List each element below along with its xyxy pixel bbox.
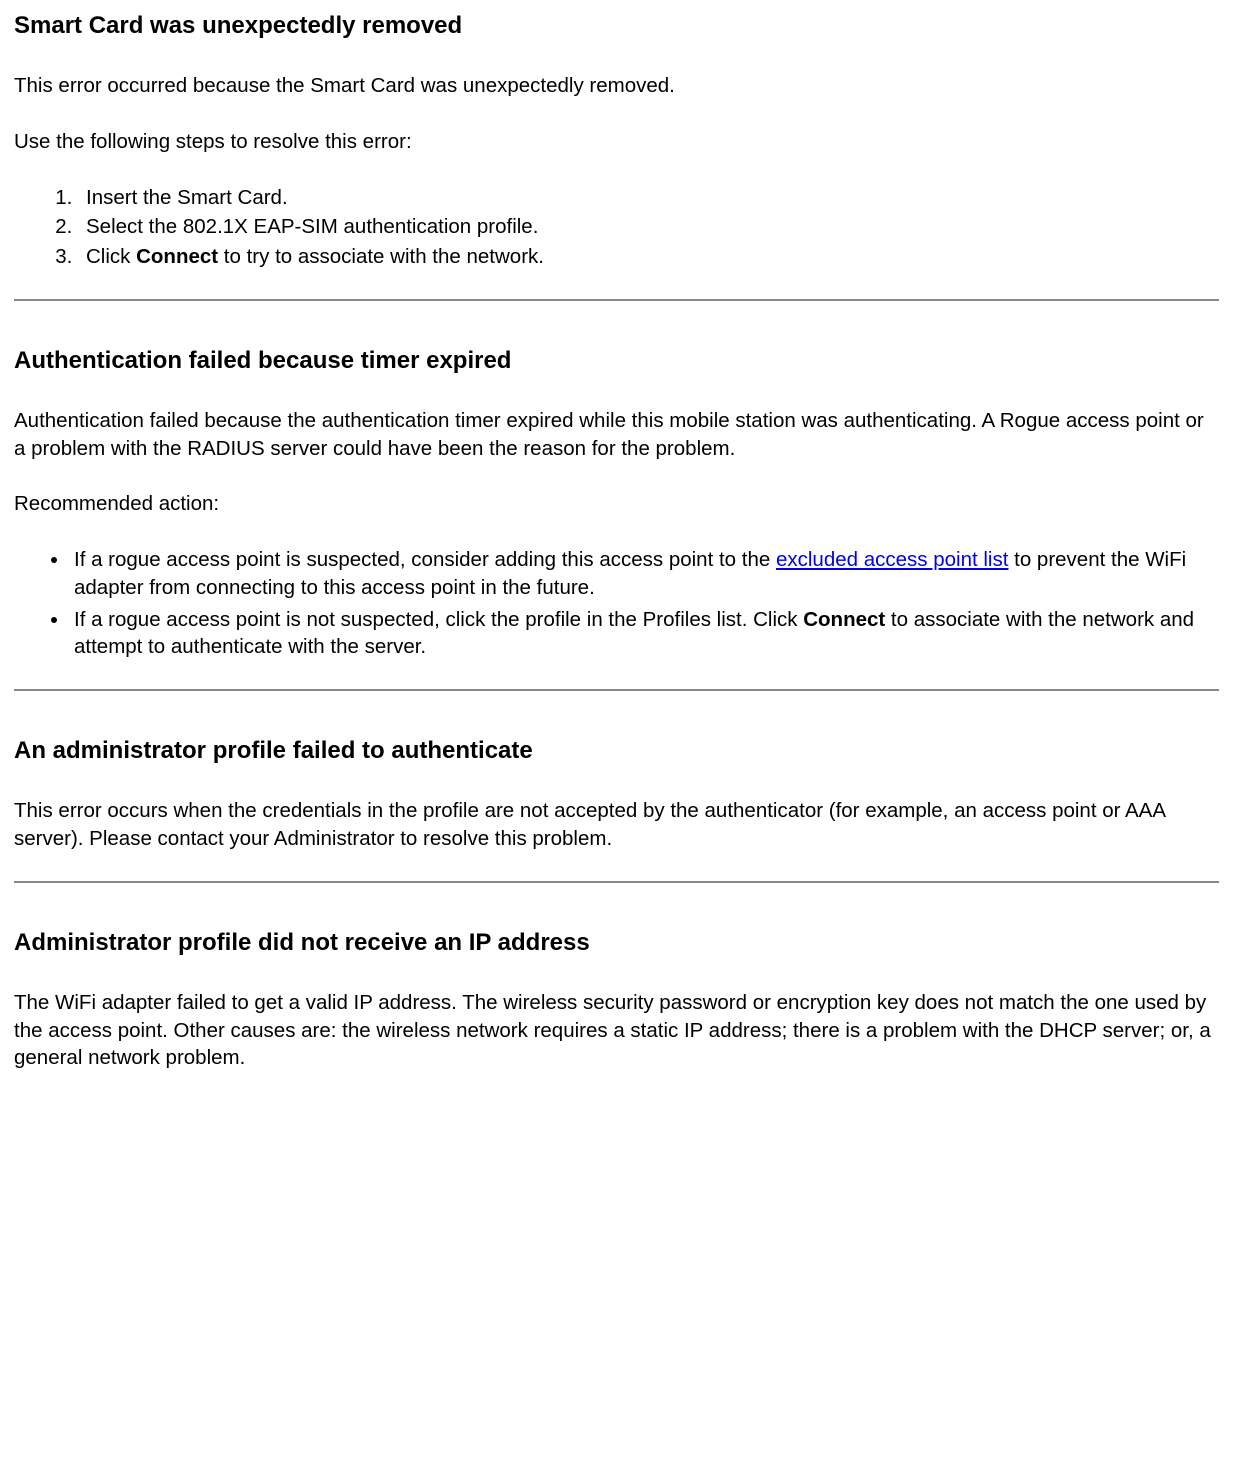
paragraph: Recommended action:	[14, 490, 1219, 518]
link-excluded-ap-list[interactable]: excluded access point list	[776, 548, 1008, 571]
section-smart-card: Smart Card was unexpectedly removed This…	[14, 10, 1219, 271]
bold-text: Connect	[136, 245, 218, 268]
text: If a rogue access point is not suspected…	[74, 608, 803, 631]
heading-auth-timer: Authentication failed because timer expi…	[14, 345, 1219, 377]
section-admin-auth-fail: An administrator profile failed to authe…	[14, 735, 1219, 853]
bullet-list: If a rogue access point is suspected, co…	[14, 546, 1219, 661]
section-admin-no-ip: Administrator profile did not receive an…	[14, 927, 1219, 1072]
paragraph: This error occurred because the Smart Ca…	[14, 72, 1219, 100]
step-item: Click Connect to try to associate with t…	[78, 243, 1219, 271]
bullet-item: If a rogue access point is suspected, co…	[70, 546, 1219, 601]
paragraph: This error occurs when the credentials i…	[14, 797, 1219, 852]
divider	[14, 881, 1219, 883]
heading-admin-no-ip: Administrator profile did not receive an…	[14, 927, 1219, 959]
divider	[14, 689, 1219, 691]
step-item: Select the 802.1X EAP-SIM authentication…	[78, 213, 1219, 241]
bullet-item: If a rogue access point is not suspected…	[70, 606, 1219, 661]
text: to try to associate with the network.	[218, 245, 544, 268]
text: Click	[86, 245, 136, 268]
paragraph: Authentication failed because the authen…	[14, 407, 1219, 462]
paragraph: Use the following steps to resolve this …	[14, 128, 1219, 156]
divider	[14, 299, 1219, 301]
section-auth-timer: Authentication failed because timer expi…	[14, 345, 1219, 661]
heading-admin-auth-fail: An administrator profile failed to authe…	[14, 735, 1219, 767]
text: If a rogue access point is suspected, co…	[74, 548, 776, 571]
step-item: Insert the Smart Card.	[78, 184, 1219, 212]
paragraph: The WiFi adapter failed to get a valid I…	[14, 989, 1219, 1072]
steps-list: Insert the Smart Card. Select the 802.1X…	[14, 184, 1219, 271]
bold-text: Connect	[803, 608, 885, 631]
heading-smart-card: Smart Card was unexpectedly removed	[14, 10, 1219, 42]
